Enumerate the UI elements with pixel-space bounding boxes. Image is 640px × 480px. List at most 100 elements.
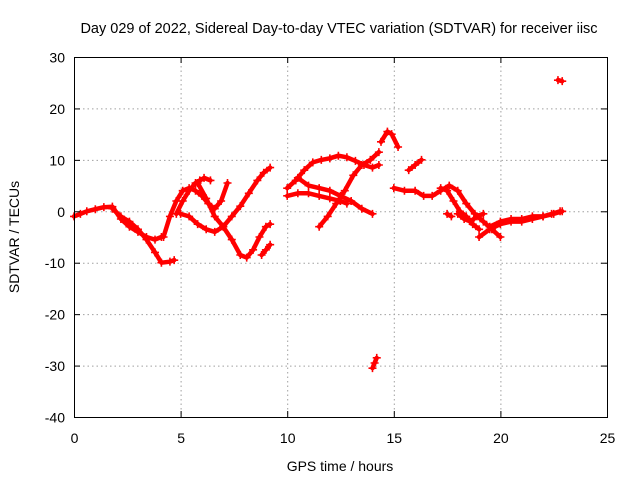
data-point (400, 186, 409, 195)
y-tick-label: -30 (45, 358, 65, 374)
data-point (151, 235, 160, 244)
y-tick-label: -40 (45, 410, 65, 426)
series-trace (178, 165, 273, 235)
data-point (315, 222, 324, 231)
x-axis-label: GPS time / hours (287, 458, 394, 474)
data-point (255, 233, 264, 241)
data-point (170, 256, 179, 265)
data-point (193, 179, 202, 187)
data-point (236, 251, 245, 259)
y-tick-label: 0 (57, 204, 65, 220)
data-point (383, 127, 392, 136)
series-track-13 (368, 353, 381, 373)
data-point (377, 137, 386, 146)
data-point (466, 217, 475, 226)
data-point (142, 235, 151, 244)
data-point (293, 189, 302, 198)
data-point (227, 235, 236, 244)
data-point (266, 220, 275, 229)
data-point (460, 215, 469, 223)
series-trace (378, 129, 401, 150)
data-point (342, 153, 351, 162)
x-tick-label: 15 (387, 430, 403, 446)
data-point (462, 199, 471, 208)
data-point (300, 166, 309, 175)
series-track-15 (404, 155, 426, 175)
data-point (528, 212, 537, 221)
series-track-11 (315, 148, 383, 231)
axis-ticks: 0 5 10 15 20 25 -40 -30 -20 -10 0 10 20 30 (45, 50, 616, 447)
data-point (374, 148, 383, 157)
x-tick-label: 20 (493, 430, 509, 446)
data-point (227, 212, 236, 221)
data-point (347, 197, 356, 205)
data-point (217, 197, 226, 205)
series-track-2 (108, 204, 179, 267)
data-point (472, 212, 481, 221)
data-point (308, 158, 317, 167)
data-point (351, 156, 360, 165)
data-point (259, 168, 268, 177)
data-point (261, 222, 270, 231)
data-point (485, 222, 494, 231)
data-point (242, 253, 251, 262)
data-point (200, 173, 209, 182)
data-point (496, 233, 505, 241)
data-point (91, 205, 100, 214)
data-point (315, 191, 324, 200)
data-point (178, 197, 187, 205)
series-track-10 (293, 173, 377, 218)
series-track-5 (176, 163, 275, 236)
data-point (165, 257, 174, 266)
data-point (443, 186, 452, 195)
data-point (443, 209, 452, 218)
data-point (304, 181, 313, 190)
data-marks (70, 76, 567, 373)
data-point (539, 212, 548, 221)
series-track-3 (159, 179, 232, 241)
data-point (151, 248, 160, 257)
data-point (82, 207, 91, 216)
plot-frame (74, 57, 608, 418)
data-point (453, 186, 462, 195)
data-point (325, 154, 334, 163)
data-point (445, 181, 454, 190)
data-point (549, 209, 558, 218)
x-tick-label: 5 (177, 430, 185, 446)
data-point (475, 225, 484, 234)
data-point (125, 217, 134, 226)
data-point (447, 212, 456, 221)
data-point (394, 143, 403, 151)
data-point (202, 225, 211, 234)
data-point (419, 191, 428, 200)
data-point (157, 258, 166, 267)
data-point (323, 212, 332, 221)
data-point (236, 202, 245, 211)
y-tick-label: 20 (49, 101, 65, 117)
data-point (266, 240, 275, 249)
y-tick-label: -20 (45, 307, 65, 323)
data-point (133, 225, 142, 234)
data-point (193, 220, 202, 229)
y-axis-label: SDTVAR / TECUs (6, 181, 22, 293)
data-point (411, 161, 420, 169)
data-point (108, 204, 117, 213)
data-point (257, 251, 266, 259)
data-point (325, 194, 334, 203)
series-trace (195, 180, 273, 260)
data-point (349, 171, 358, 180)
data-point (517, 215, 526, 223)
data-point (558, 77, 567, 86)
data-point (357, 161, 366, 169)
data-point (176, 209, 185, 218)
data-point (219, 222, 228, 231)
chart-title: Day 029 of 2022, Sidereal Day-to-day VTE… (80, 21, 597, 37)
series-track-21 (553, 76, 567, 86)
data-point (244, 189, 253, 198)
data-point (372, 353, 381, 362)
data-point (293, 173, 302, 182)
data-point (185, 212, 194, 221)
data-point (304, 189, 313, 198)
series-track-20 (443, 209, 456, 221)
